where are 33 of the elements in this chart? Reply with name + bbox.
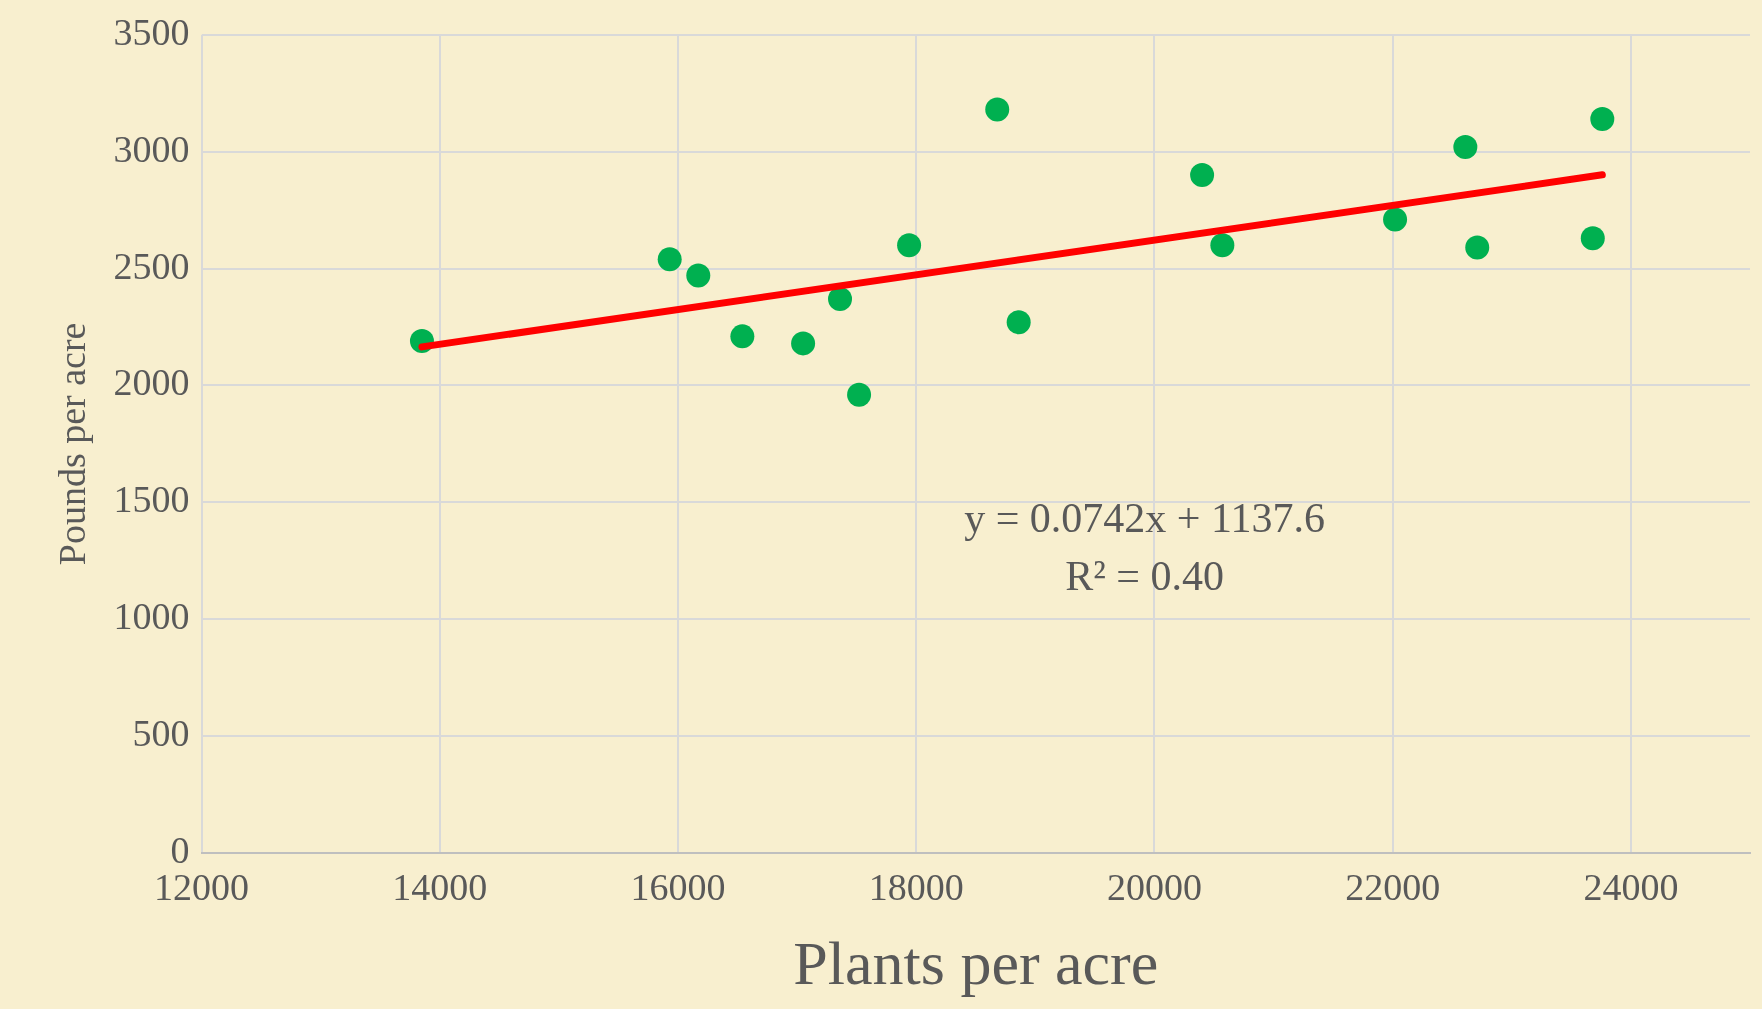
point: [730, 324, 755, 349]
point: [791, 331, 816, 356]
y-tick-label: 1500: [113, 478, 190, 521]
point: [985, 97, 1010, 122]
point: [1590, 106, 1615, 131]
y-tick-label: 500: [132, 712, 190, 755]
point: [1383, 207, 1408, 232]
x-tick-label: 18000: [868, 865, 964, 908]
point: [897, 233, 922, 258]
y-tick-label: 1000: [113, 595, 190, 638]
point: [657, 247, 682, 272]
y-tick-label: 2500: [113, 244, 190, 287]
point: [1453, 135, 1478, 160]
x-tick-label: 16000: [630, 865, 726, 908]
point: [686, 263, 711, 288]
point: [1190, 163, 1215, 188]
x-tick-label: 22000: [1345, 865, 1441, 908]
annotation: R² = 0.40: [1065, 552, 1224, 599]
x-tick-label: 24000: [1583, 865, 1679, 908]
x-tick-label: 20000: [1106, 865, 1202, 908]
point: [847, 382, 872, 407]
y-tick-label: 3000: [113, 127, 190, 170]
annotation: y = 0.0742x + 1137.6: [964, 494, 1325, 541]
point: [1210, 233, 1235, 258]
point: [1006, 310, 1031, 335]
point: [1465, 235, 1490, 260]
point: [828, 286, 853, 311]
point: [1580, 226, 1605, 251]
y-tick-label: 3500: [113, 10, 190, 53]
x-axis-title: Plants per acre: [793, 929, 1159, 998]
y-tick-label: 2000: [113, 361, 190, 404]
x-tick-label: 14000: [392, 865, 488, 908]
y-axis-title: Pounds per acre: [50, 322, 93, 566]
